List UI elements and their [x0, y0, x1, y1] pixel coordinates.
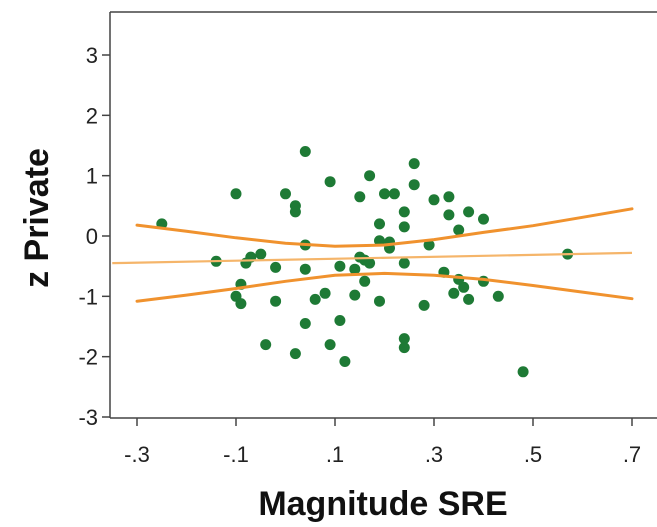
data-point	[255, 248, 267, 260]
data-point	[398, 342, 410, 354]
data-point	[299, 318, 311, 329]
y-tick-label: 2	[86, 103, 98, 128]
data-point	[339, 356, 351, 367]
data-point	[260, 339, 272, 351]
confidence-band-lower	[135, 271, 634, 303]
data-point	[408, 179, 420, 191]
data-point	[398, 333, 410, 345]
data-point	[428, 194, 440, 206]
data-point	[398, 221, 410, 233]
data-point	[418, 299, 430, 311]
plot-area	[109, 11, 657, 419]
y-tick-label: -1	[78, 284, 98, 309]
y-tick-label: 0	[86, 224, 98, 249]
data-point	[324, 339, 336, 351]
data-point	[289, 348, 301, 360]
x-axis-title: Magnitude SRE	[258, 485, 507, 523]
y-tick-label: 3	[86, 43, 98, 68]
confidence-band-upper	[135, 207, 634, 248]
data-point	[299, 263, 311, 275]
data-point	[398, 206, 410, 218]
x-tick-label: .1	[326, 442, 344, 467]
data-point	[478, 213, 489, 225]
data-point	[379, 188, 390, 200]
y-tick-label: -3	[78, 405, 98, 430]
data-point	[443, 209, 455, 221]
y-axis-title: z Private	[18, 148, 56, 288]
data-point	[299, 146, 311, 157]
data-point	[423, 239, 435, 251]
x-tick-label: .3	[425, 442, 443, 467]
data-point	[492, 290, 504, 302]
data-point	[458, 281, 470, 293]
data-point	[334, 260, 346, 272]
data-point	[289, 206, 301, 218]
data-point	[374, 295, 385, 307]
data-point	[349, 289, 361, 301]
data-point	[270, 261, 282, 273]
x-tick-label: .7	[623, 442, 641, 467]
data-point	[448, 287, 460, 299]
x-tick-label: -.3	[124, 442, 150, 467]
series-layer	[112, 146, 634, 378]
data-point	[374, 218, 385, 230]
data-point	[280, 188, 291, 200]
data-point	[443, 191, 455, 203]
data-point	[230, 188, 242, 200]
data-point	[270, 295, 282, 307]
data-point	[359, 275, 371, 287]
data-point	[354, 191, 366, 203]
data-point	[309, 293, 321, 305]
data-point	[408, 158, 420, 170]
axes-layer: -.3 -.1 .1 .3 .5 .7 -3 -2 -1 0 1 2 3	[78, 43, 641, 467]
data-point	[235, 298, 247, 310]
data-point	[364, 257, 376, 269]
data-point	[463, 206, 475, 218]
data-point	[324, 176, 336, 188]
data-point	[374, 235, 385, 247]
data-point	[398, 257, 410, 269]
y-tick-label: -2	[78, 345, 98, 370]
data-point	[364, 170, 376, 182]
data-point	[463, 293, 475, 305]
x-tick-label: -.1	[223, 442, 249, 467]
data-point	[453, 224, 465, 236]
data-point	[349, 263, 361, 275]
data-point	[319, 287, 331, 299]
y-tick-label: 1	[86, 164, 98, 189]
fit-line	[112, 251, 633, 265]
data-point	[388, 188, 400, 200]
data-point	[517, 366, 529, 378]
data-point	[334, 315, 346, 326]
x-tick-label: .5	[524, 442, 542, 467]
